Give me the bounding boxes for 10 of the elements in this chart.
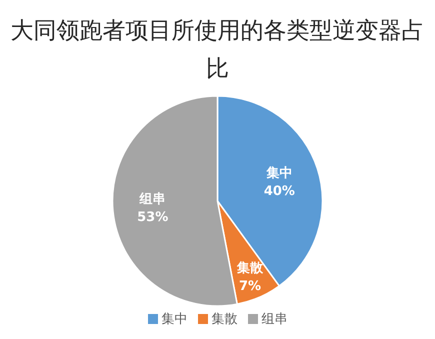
legend-label: 组串 — [262, 311, 288, 328]
slice-label: 集中 — [265, 166, 292, 181]
slice-label: 集散 — [236, 261, 264, 276]
chart-title: 大同领跑者项目所使用的各类型逆变器占比 — [10, 17, 426, 84]
data-label: 7% — [238, 279, 262, 294]
data-label: 40% — [264, 184, 295, 199]
legend-label: 集散 — [212, 311, 238, 328]
slice-label: 组串 — [138, 192, 166, 208]
data-label: 53% — [137, 210, 168, 226]
legend-label: 集中 — [162, 311, 188, 328]
